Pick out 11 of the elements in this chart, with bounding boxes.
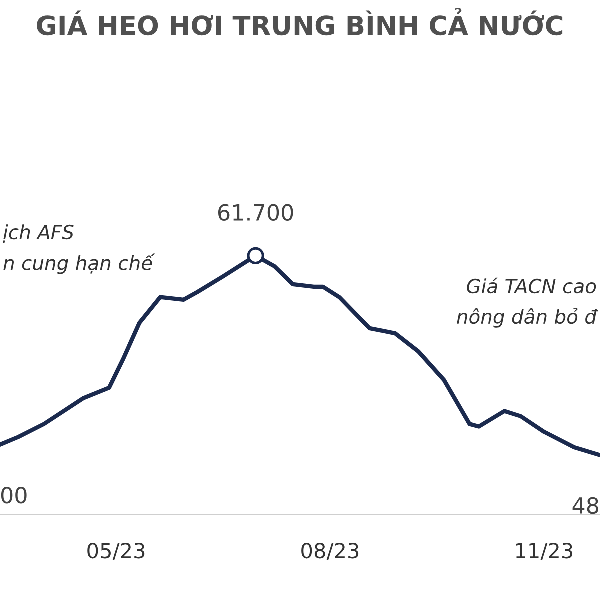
chart-title: GIÁ HEO HƠI TRUNG BÌNH CẢ NƯỚC	[37, 8, 563, 36]
annotation: 00	[1, 486, 27, 504]
annotation: n cung hạn chế	[4, 254, 156, 274]
x-tick-label: 11/23	[516, 542, 573, 560]
annotation: 48	[572, 497, 598, 514]
x-tick-label: 05/23	[88, 542, 145, 560]
x-tick-label: 08/23	[302, 542, 359, 560]
text: ịch AFS	[2, 224, 74, 243]
annotation: 61.700	[218, 204, 294, 222]
annotation: Giá TACN cao	[467, 278, 596, 294]
annotation: nông dân bỏ đ	[457, 308, 598, 328]
